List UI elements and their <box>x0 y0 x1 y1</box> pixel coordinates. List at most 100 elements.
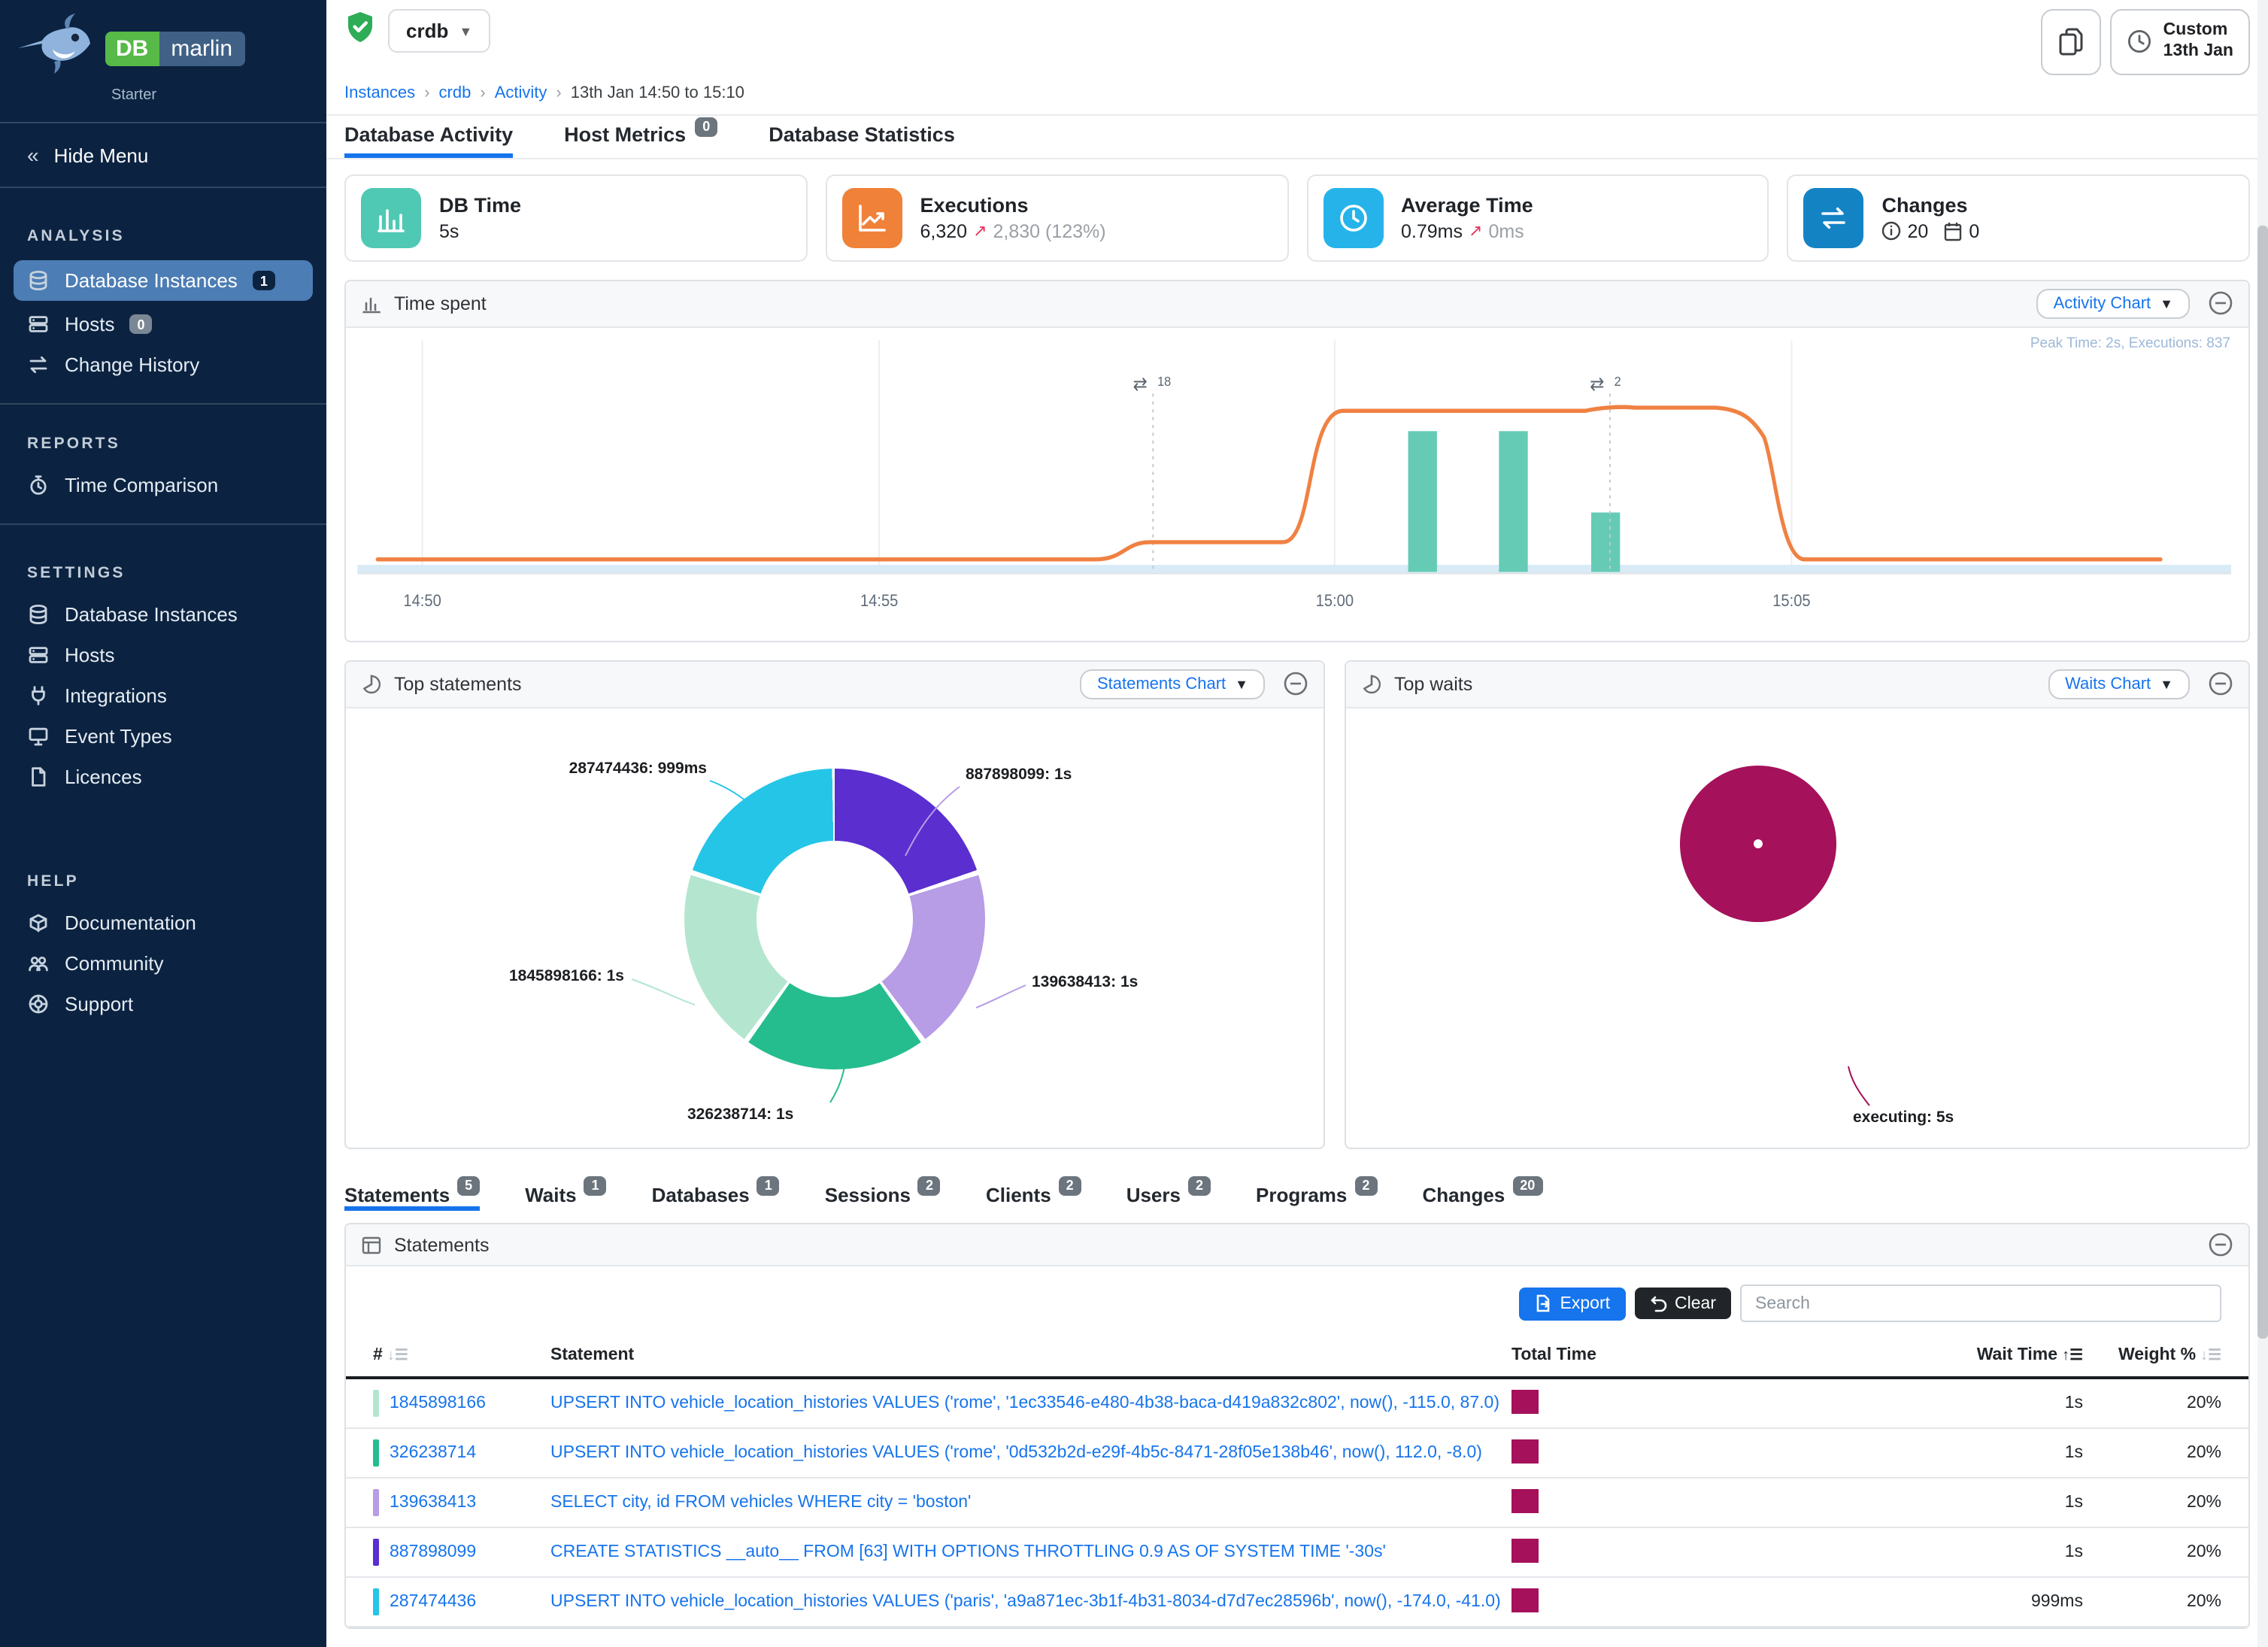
sidebar-item-change-history[interactable]: Change History <box>0 344 326 385</box>
copy-button[interactable] <box>2041 9 2102 75</box>
x-tick: 14:50 <box>403 592 441 610</box>
statements-chart-dropdown[interactable]: Statements Chart ▼ <box>1080 669 1265 699</box>
tab-changes[interactable]: Changes 20 <box>1422 1175 1543 1211</box>
time-range-button[interactable]: Custom 13th Jan <box>2110 9 2250 75</box>
statement-sql-link[interactable]: UPSERT INTO vehicle_location_histories V… <box>550 1593 1501 1611</box>
statement-id-link[interactable]: 326238714 <box>373 1439 550 1467</box>
hide-menu-button[interactable]: « Hide Menu <box>0 122 326 188</box>
weight-value: 20% <box>2186 1543 2221 1561</box>
sidebar-item-database-instances[interactable]: Database Instances 1 <box>14 260 313 301</box>
people-icon <box>29 956 48 972</box>
statement-id-link[interactable]: 139638413 <box>373 1489 550 1516</box>
chevron-down-icon: ▼ <box>2160 676 2173 692</box>
sidebar-item-hosts[interactable]: Hosts 0 <box>0 304 326 344</box>
statement-color-bar <box>373 1539 379 1566</box>
breadcrumb-activity[interactable]: Activity <box>494 83 547 102</box>
collapse-panel-button[interactable] <box>2208 291 2233 317</box>
card-executions[interactable]: Executions 6,320 ↗ 2,830 (123%) <box>825 174 1288 262</box>
top-statements-panel: Top statements Statements Chart ▼ <box>344 660 1325 1149</box>
column-header-total-time[interactable]: Total Time <box>1511 1346 1596 1364</box>
wait-time-value: 999ms <box>2030 1593 2083 1611</box>
sidebar-item-time-comparison[interactable]: Time Comparison <box>0 465 326 505</box>
tab-database-statistics[interactable]: Database Statistics <box>769 123 955 146</box>
sidebar-item-community[interactable]: Community <box>0 943 326 984</box>
collapse-panel-button[interactable] <box>2208 1232 2233 1257</box>
trend-chart-icon <box>841 187 902 248</box>
statements-donut[interactable] <box>684 768 985 1069</box>
sidebar-item-documentation[interactable]: Documentation <box>0 902 326 943</box>
table-row[interactable]: 887898099 CREATE STATISTICS __auto__ FRO… <box>346 1528 2248 1578</box>
column-header-num[interactable]: # ↓☰ <box>373 1346 408 1364</box>
statement-sql-link[interactable]: SELECT city, id FROM vehicles WHERE city… <box>550 1494 972 1512</box>
card-delta: 0ms <box>1488 220 1524 242</box>
tab-programs[interactable]: Programs 2 <box>1256 1175 1378 1211</box>
table-row[interactable]: 1845898166 UPSERT INTO vehicle_location_… <box>346 1379 2248 1429</box>
tab-databases[interactable]: Databases 1 <box>652 1175 780 1211</box>
sidebar-section-analysis: ANALYSIS Database Instances 1 Hosts 0 Ch… <box>0 188 326 405</box>
waits-donut[interactable] <box>1680 765 1836 922</box>
document-icon <box>32 767 46 787</box>
sidebar-item-integrations[interactable]: Integrations <box>0 675 326 716</box>
breadcrumb-crdb[interactable]: crdb <box>438 83 471 102</box>
marlin-fish-icon <box>15 12 99 86</box>
statement-sql-link[interactable]: UPSERT INTO vehicle_location_histories V… <box>550 1444 1482 1462</box>
statements-donut-chart[interactable]: 287474436: 999ms 887898099: 1s 184589816… <box>346 708 1324 1148</box>
calendar-icon[interactable] <box>1943 221 1963 242</box>
sidebar-item-settings-hosts[interactable]: Hosts <box>0 635 326 675</box>
tab-statements[interactable]: Statements 5 <box>344 1175 481 1211</box>
table-row[interactable]: 326238714 UPSERT INTO vehicle_location_h… <box>346 1429 2248 1479</box>
info-icon[interactable] <box>1882 222 1902 241</box>
export-button[interactable]: Export <box>1519 1287 1626 1320</box>
statement-id-link[interactable]: 887898099 <box>373 1539 550 1566</box>
box-icon <box>29 914 47 933</box>
sidebar-item-event-types[interactable]: Event Types <box>0 716 326 757</box>
table-row[interactable]: 287474436 UPSERT INTO vehicle_location_h… <box>346 1578 2248 1627</box>
main-content: crdb ▼ Custom 13th Jan <box>326 0 2268 1647</box>
card-average-time[interactable]: Average Time 0.79ms ↗ 0ms <box>1306 174 1769 262</box>
card-title: Changes <box>1881 193 1968 217</box>
breadcrumb-instances[interactable]: Instances <box>344 83 416 102</box>
waits-chart-dropdown[interactable]: Waits Chart ▼ <box>2048 669 2190 699</box>
callout-leader-line <box>1848 1066 1870 1106</box>
scrollbar-thumb[interactable] <box>2257 226 2268 1339</box>
card-title: DB Time <box>439 193 522 217</box>
statement-id-link[interactable]: 287474436 <box>373 1588 550 1615</box>
statement-id-link[interactable]: 1845898166 <box>373 1390 550 1417</box>
collapse-panel-button[interactable] <box>2208 672 2233 697</box>
card-changes[interactable]: Changes 20 0 <box>1787 174 2250 262</box>
column-header-weight[interactable]: Weight % ↓☰ <box>2118 1346 2221 1364</box>
up-arrow-icon: ↗ <box>1469 223 1483 241</box>
x-tick: 15:05 <box>1772 592 1810 610</box>
tab-database-activity[interactable]: Database Activity <box>344 115 514 158</box>
clear-button[interactable]: Clear <box>1634 1288 1731 1319</box>
tab-users[interactable]: Users 2 <box>1126 1175 1211 1211</box>
search-input[interactable] <box>1740 1285 2221 1322</box>
pie-chart-icon <box>1363 675 1381 694</box>
tab-sessions[interactable]: Sessions 2 <box>825 1175 941 1211</box>
waits-donut-chart[interactable]: executing: 5s <box>1346 708 2248 1148</box>
time-spent-chart[interactable]: Peak Time: 2s, Executions: 837 ⇄ 18 <box>346 328 2248 641</box>
weight-value: 20% <box>2186 1494 2221 1512</box>
statement-sql-link[interactable]: UPSERT INTO vehicle_location_histories V… <box>550 1394 1499 1412</box>
page-scrollbar[interactable] <box>2257 0 2268 1647</box>
activity-chart-dropdown[interactable]: Activity Chart ▼ <box>2036 288 2190 319</box>
sidebar-item-support[interactable]: Support <box>0 984 326 1024</box>
sidebar-item-licences[interactable]: Licences <box>0 757 326 797</box>
tab-clients[interactable]: Clients 2 <box>986 1175 1081 1211</box>
weight-value: 20% <box>2186 1593 2221 1611</box>
peak-annotation: Peak Time: 2s, Executions: 837 <box>2030 335 2230 352</box>
tab-waits[interactable]: Waits 1 <box>525 1175 607 1211</box>
database-icon <box>29 271 47 290</box>
instance-selector[interactable]: crdb ▼ <box>388 9 491 53</box>
stopwatch-icon <box>30 475 47 495</box>
range-date-label: 13th Jan <box>2163 41 2233 60</box>
sidebar-item-settings-database-instances[interactable]: Database Instances <box>0 594 326 635</box>
column-header-statement[interactable]: Statement <box>550 1346 635 1364</box>
tab-host-metrics[interactable]: Host Metrics 0 <box>564 115 718 158</box>
collapse-panel-button[interactable] <box>1283 672 1308 697</box>
statement-sql-link[interactable]: CREATE STATISTICS __auto__ FROM [63] WIT… <box>550 1543 1386 1561</box>
card-db-time[interactable]: DB Time 5s <box>344 174 808 262</box>
logo[interactable]: DB marlin Starter <box>0 0 326 113</box>
table-row[interactable]: 139638413 SELECT city, id FROM vehicles … <box>346 1479 2248 1528</box>
column-header-wait-time[interactable]: Wait Time ↑☰ <box>1976 1346 2083 1364</box>
